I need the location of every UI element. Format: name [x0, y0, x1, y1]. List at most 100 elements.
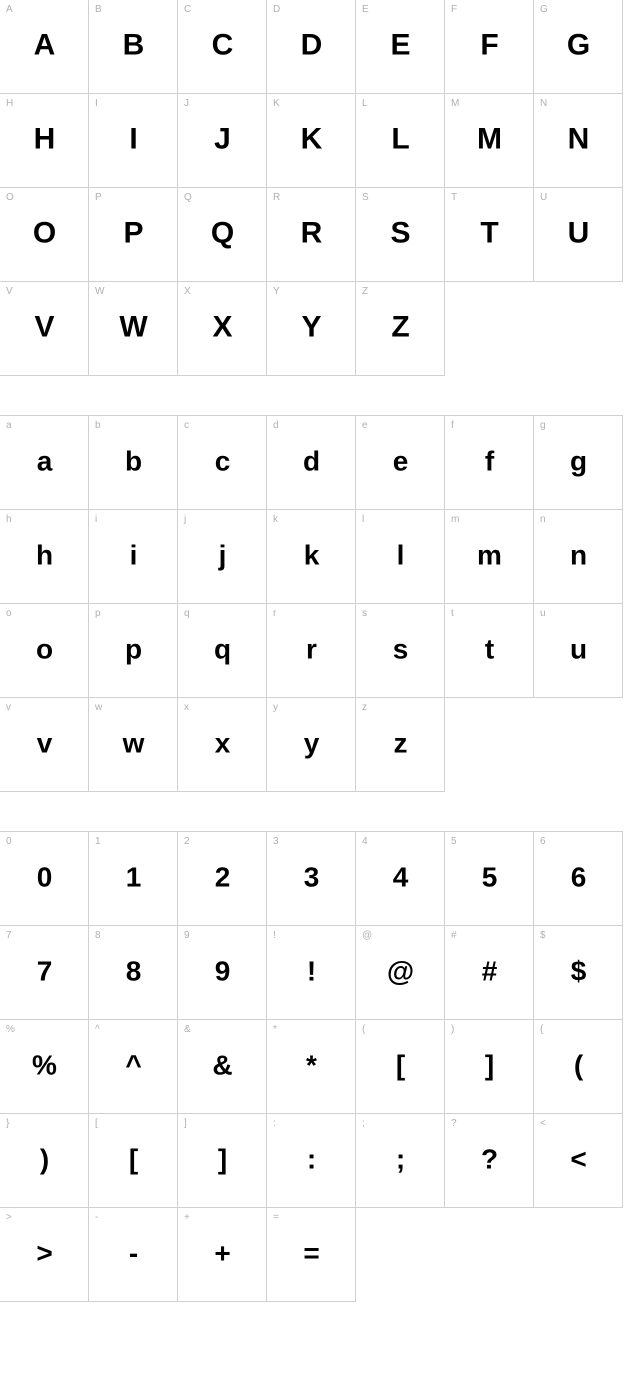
glyph-cell: << [533, 1113, 623, 1208]
glyph-cell-label: w [95, 702, 102, 713]
glyph-cell-label: - [95, 1212, 98, 1223]
glyph-display: n [570, 539, 586, 571]
glyph-cell: 44 [355, 831, 445, 926]
glyph-cell-label: g [540, 420, 546, 431]
glyph-display: 2 [215, 861, 230, 893]
glyph-display: m [477, 539, 501, 571]
glyph-cell-label: y [273, 702, 278, 713]
glyph-cell-label: C [184, 4, 191, 15]
glyph-cell: AA [0, 0, 89, 94]
glyph-cell: ll [355, 509, 445, 604]
glyph-cell-label: 3 [273, 836, 279, 847]
glyph-display: ) [40, 1143, 48, 1175]
glyph-cell: 99 [177, 925, 267, 1020]
glyph-display: e [393, 445, 408, 477]
glyph-cell-label: * [273, 1024, 277, 1035]
glyph-cell: FF [444, 0, 534, 94]
glyph-display: A [34, 28, 55, 62]
glyph-cell-label: B [95, 4, 102, 15]
glyph-cell-label: m [451, 514, 459, 525]
glyph-cell-label: Q [184, 192, 192, 203]
glyph-cell: 88 [88, 925, 178, 1020]
glyph-cell-label: # [451, 930, 457, 941]
glyph-display: l [397, 539, 404, 571]
glyph-cell: HH [0, 93, 89, 188]
glyph-cell-label: V [6, 286, 13, 297]
glyph-display: ^ [125, 1049, 140, 1081]
glyph-display: t [485, 633, 493, 665]
glyph-display: Q [211, 216, 233, 250]
glyph-cell-label: v [6, 702, 11, 713]
glyph-display: & [212, 1049, 231, 1081]
glyph-display: d [303, 445, 319, 477]
glyph-display: w [123, 727, 144, 759]
glyph-cell: 11 [88, 831, 178, 926]
glyph-cell-label: c [184, 420, 189, 431]
glyph-cell-label: R [273, 192, 280, 203]
glyph-display: c [215, 445, 230, 477]
glyph-cell: ?? [444, 1113, 534, 1208]
glyph-cell: gg [533, 415, 623, 510]
glyph-cell-label: 6 [540, 836, 546, 847]
glyph-cell: ++ [177, 1207, 267, 1302]
glyph-display: Z [391, 310, 408, 344]
glyph-cell: PP [88, 187, 178, 282]
glyph-cell: NN [533, 93, 623, 188]
glyph-cell-label: = [273, 1212, 279, 1223]
glyph-cell: ss [355, 603, 445, 698]
glyph-cell-label: S [362, 192, 369, 203]
glyph-cell-label: + [184, 1212, 190, 1223]
glyph-cell: )] [444, 1019, 534, 1114]
glyph-section-lowercase: aabbccddeeffgghhiijjkkllmmnnooppqqrrsstt… [0, 416, 640, 792]
glyph-cell: ZZ [355, 281, 445, 376]
glyph-cell-label: x [184, 702, 189, 713]
glyph-display: M [477, 122, 501, 156]
glyph-cell-label: O [6, 192, 14, 203]
glyph-cell: JJ [177, 93, 267, 188]
glyph-cell: II [88, 93, 178, 188]
glyph-display: < [570, 1143, 585, 1175]
glyph-cell: XX [177, 281, 267, 376]
glyph-cell: xx [177, 697, 267, 792]
glyph-cell-label: 8 [95, 930, 101, 941]
glyph-cell-label: E [362, 4, 369, 15]
glyph-display: i [130, 539, 137, 571]
glyph-cell-label: < [540, 1118, 546, 1129]
glyph-display: 4 [393, 861, 408, 893]
glyph-cell-label: k [273, 514, 278, 525]
glyph-display: 8 [126, 955, 141, 987]
glyph-cell: ff [444, 415, 534, 510]
glyph-cell-label: X [184, 286, 191, 297]
glyph-cell-label: T [451, 192, 457, 203]
glyph-grid: 00112233445566778899!!@@##$$%%^^&&**([)]… [0, 832, 630, 1302]
glyph-cell-label: q [184, 608, 190, 619]
glyph-display: > [36, 1237, 51, 1269]
glyph-cell: RR [266, 187, 356, 282]
glyph-cell-label: u [540, 608, 546, 619]
glyph-cell-label: U [540, 192, 547, 203]
glyph-display: [ [396, 1049, 404, 1081]
glyph-cell: ** [266, 1019, 356, 1114]
glyph-cell: uu [533, 603, 623, 698]
glyph-cell: 00 [0, 831, 89, 926]
glyph-display: : [307, 1143, 315, 1175]
glyph-cell: %% [0, 1019, 89, 1114]
glyph-display: ! [307, 955, 315, 987]
glyph-cell-label: } [6, 1118, 9, 1129]
glyph-cell-label: ; [362, 1118, 365, 1129]
glyph-cell-label: 1 [95, 836, 101, 847]
glyph-cell-label: N [540, 98, 547, 109]
glyph-display: ] [218, 1143, 226, 1175]
glyph-display: T [480, 216, 497, 250]
glyph-cell: {( [533, 1019, 623, 1114]
glyph-display: h [36, 539, 52, 571]
glyph-display: F [480, 28, 497, 62]
glyph-cell-label: K [273, 98, 280, 109]
glyph-display: 0 [37, 861, 52, 893]
glyph-cell-label: A [6, 4, 13, 15]
glyph-cell-label: $ [540, 930, 546, 941]
glyph-display: ; [396, 1143, 404, 1175]
glyph-display: R [301, 216, 322, 250]
glyph-display: J [214, 122, 230, 156]
glyph-cell-label: F [451, 4, 457, 15]
